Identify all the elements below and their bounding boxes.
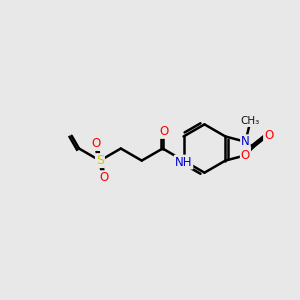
Text: O: O [264,129,273,142]
Text: O: O [160,125,169,138]
Text: CH₃: CH₃ [240,116,260,126]
Text: S: S [96,154,104,167]
Text: N: N [241,135,250,148]
Text: O: O [241,149,250,162]
Text: O: O [99,171,108,184]
Text: NH: NH [175,156,192,169]
Text: O: O [92,137,101,150]
